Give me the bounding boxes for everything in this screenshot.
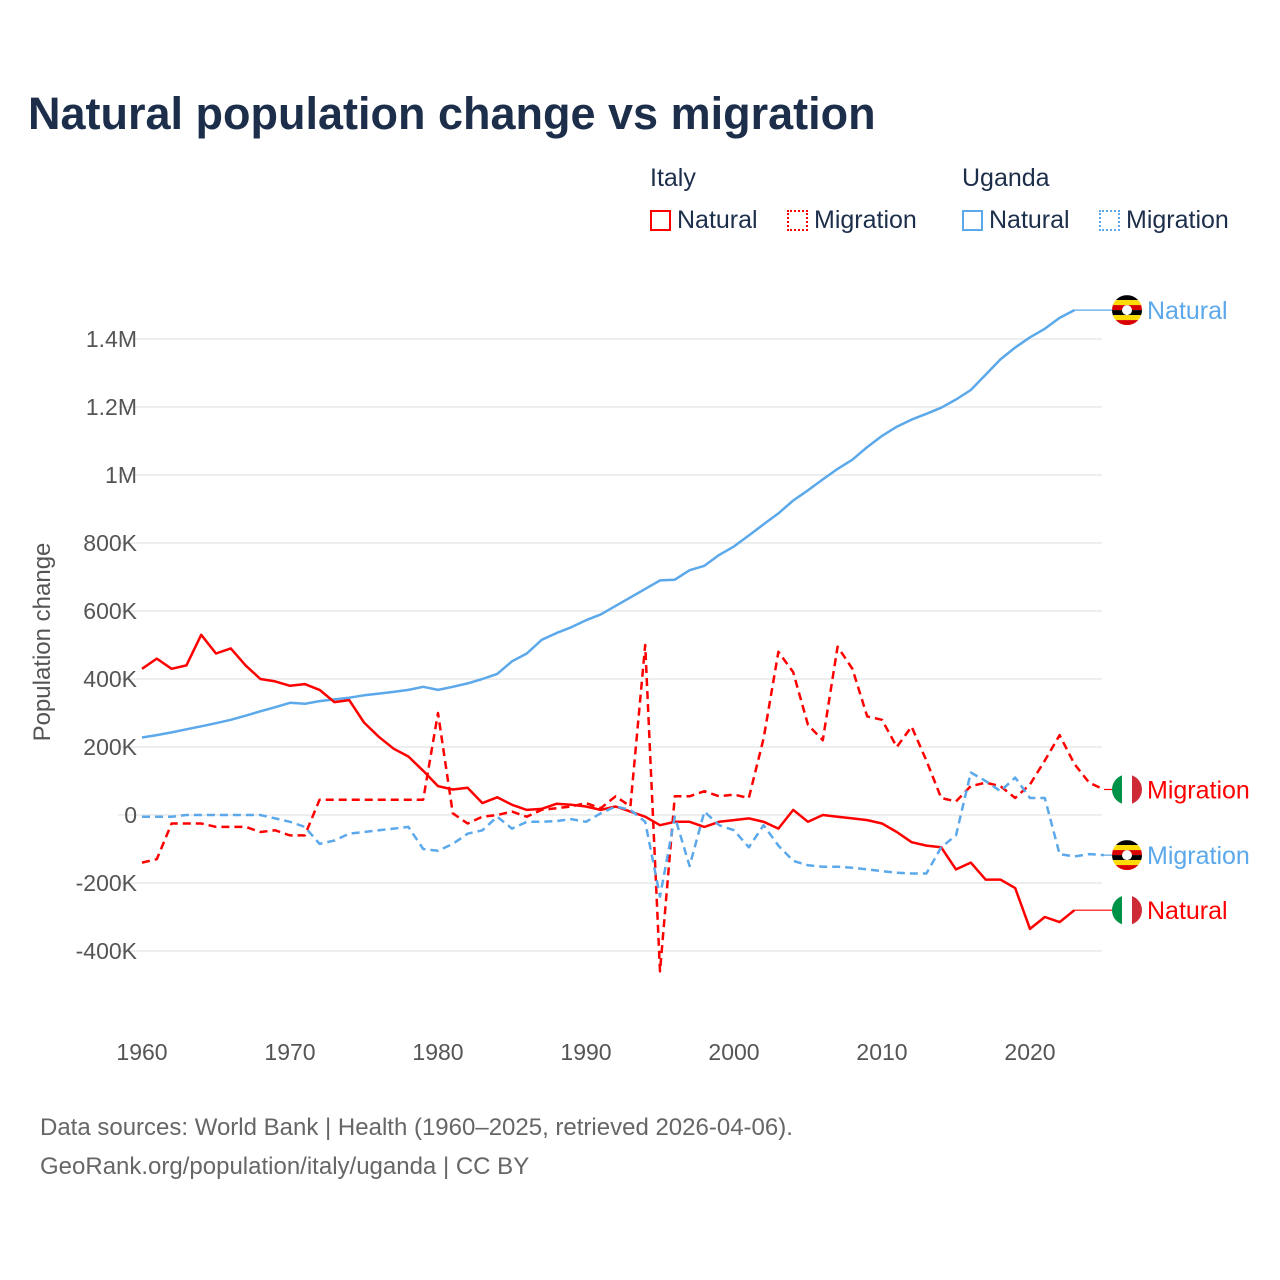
legend-label: Migration bbox=[1126, 206, 1229, 234]
legend-uganda-natural[interactable]: Natural bbox=[962, 206, 1070, 235]
end-label-uganda-migration: Migration bbox=[1147, 842, 1250, 870]
legend-label: Natural bbox=[989, 206, 1070, 234]
flag-stripe bbox=[1112, 895, 1122, 926]
flag-stripe bbox=[1132, 895, 1142, 926]
uganda-flag-icon bbox=[1112, 295, 1142, 326]
source-link[interactable]: GeoRank.org/population/italy/uganda | CC… bbox=[40, 1153, 530, 1180]
legend-label: Migration bbox=[814, 206, 917, 234]
flag-stripe bbox=[1112, 865, 1142, 871]
legend-label: Natural bbox=[677, 206, 758, 234]
y-tick-label: -200K bbox=[76, 870, 138, 896]
flag-stripe bbox=[1112, 860, 1142, 866]
x-tick-label: 1970 bbox=[264, 1039, 315, 1065]
y-tick-label: 200K bbox=[83, 734, 137, 760]
x-tick-label: 2020 bbox=[1004, 1039, 1055, 1065]
x-tick-label: 1990 bbox=[560, 1039, 611, 1065]
flag-stripe bbox=[1122, 774, 1132, 805]
legend-uganda-migration[interactable]: Migration bbox=[1099, 206, 1229, 235]
footer: Data sources: World Bank | Health (1960–… bbox=[40, 1108, 793, 1186]
dotted-swatch-icon bbox=[787, 210, 808, 231]
series-line-uganda-natural bbox=[141, 308, 1075, 739]
end-label-italy-migration: Migration bbox=[1147, 777, 1250, 805]
flag-emblem bbox=[1122, 305, 1132, 316]
flag-stripe bbox=[1112, 315, 1142, 321]
legend-group-italy: Italy bbox=[650, 164, 696, 192]
y-tick-label: 400K bbox=[83, 666, 137, 692]
series-line-uganda-migration bbox=[142, 771, 1105, 898]
x-tick-label: 1960 bbox=[116, 1039, 167, 1065]
italy-flag-icon bbox=[1112, 895, 1142, 926]
italy-flag-icon bbox=[1112, 774, 1142, 805]
legend-italy-natural[interactable]: Natural bbox=[650, 206, 758, 235]
flag-stripe bbox=[1112, 320, 1142, 326]
data-source-note: Data sources: World Bank | Health (1960–… bbox=[40, 1114, 793, 1141]
chart-title: Natural population change vs migration bbox=[28, 88, 876, 139]
legend-group-uganda: Uganda bbox=[962, 164, 1050, 192]
end-label-uganda-natural: Natural bbox=[1147, 297, 1228, 325]
flag-emblem bbox=[1122, 850, 1132, 861]
solid-swatch-icon bbox=[962, 210, 983, 231]
series-line-italy-natural bbox=[141, 633, 1076, 931]
flag-stripe bbox=[1112, 774, 1122, 805]
flag-stripe bbox=[1112, 845, 1142, 851]
y-tick-label: 1M bbox=[105, 462, 137, 488]
y-tick-label: 1.2M bbox=[86, 394, 137, 420]
uganda-flag-icon bbox=[1112, 840, 1142, 871]
flag-stripe bbox=[1112, 295, 1142, 301]
y-tick-label: 800K bbox=[83, 530, 137, 556]
flag-stripe bbox=[1112, 840, 1142, 846]
end-label-italy-natural: Natural bbox=[1147, 897, 1228, 925]
y-tick-label: -400K bbox=[76, 938, 138, 964]
flag-stripe bbox=[1112, 300, 1142, 306]
y-tick-label: 0 bbox=[124, 802, 137, 828]
flag-stripe bbox=[1132, 774, 1142, 805]
series-line-italy-migration bbox=[141, 643, 1105, 973]
dotted-swatch-icon bbox=[1099, 210, 1120, 231]
flag-stripe bbox=[1122, 895, 1132, 926]
x-tick-label: 2010 bbox=[856, 1039, 907, 1065]
x-tick-label: 2000 bbox=[708, 1039, 759, 1065]
solid-swatch-icon bbox=[650, 210, 671, 231]
y-tick-label: 1.4M bbox=[86, 326, 137, 352]
x-tick-label: 1980 bbox=[412, 1039, 463, 1065]
legend-italy-migration[interactable]: Migration bbox=[787, 206, 917, 235]
y-axis-label: Population change bbox=[29, 543, 56, 742]
y-tick-label: 600K bbox=[83, 598, 137, 624]
